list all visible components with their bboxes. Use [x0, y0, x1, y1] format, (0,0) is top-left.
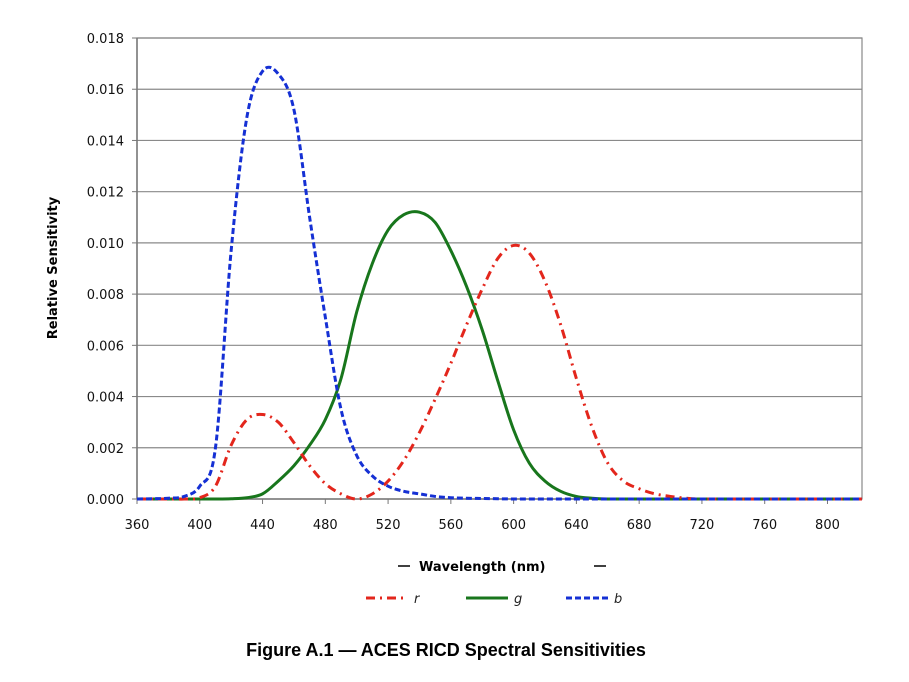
y-tick-label: 0.008	[87, 288, 124, 303]
figure-caption: Figure A.1 — ACES RICD Spectral Sensitiv…	[246, 640, 646, 660]
plot-area	[136, 37, 863, 500]
y-tick-label: 0.018	[87, 32, 124, 47]
x-tick-label: 360	[125, 518, 150, 533]
y-tick-label: 0.010	[87, 237, 124, 252]
y-tick-label: 0.014	[87, 134, 124, 149]
y-tick-label: 0.000	[87, 493, 124, 508]
y-tick-label: 0.016	[87, 83, 124, 98]
legend-label-g: g	[514, 592, 522, 607]
legend-label-r: r	[414, 592, 421, 607]
x-tick-label: 680	[627, 518, 652, 533]
y-tick-label: 0.002	[87, 442, 124, 457]
x-tick-label: 520	[376, 518, 401, 533]
series-line-r	[137, 243, 862, 501]
x-axis-title: Wavelength (nm)	[419, 560, 545, 575]
y-axis: 0.000 0.002 0.004 0.006 0.008 0.010 0.012 0.014…	[87, 32, 138, 508]
y-tick-label: 0.004	[87, 391, 124, 406]
x-tick-label: 640	[564, 518, 589, 533]
y-tick-label: 0.006	[87, 339, 124, 354]
gridlines	[136, 37, 863, 500]
x-tick-label: 720	[690, 518, 715, 533]
x-tick-label: 600	[501, 518, 526, 533]
x-axis: 360 400 440 480 520 560 600 640 680 720 760 800	[125, 498, 862, 533]
x-tick-label: 560	[438, 518, 463, 533]
series-lines	[136, 65, 862, 501]
legend-label-b: b	[614, 592, 622, 607]
x-tick-label: 760	[752, 518, 777, 533]
y-axis-title: Relative Sensitivity	[46, 196, 61, 339]
x-tick-label: 480	[313, 518, 338, 533]
y-tick-label: 0.012	[87, 186, 124, 201]
x-tick-label: 400	[187, 518, 212, 533]
series-line-b	[136, 65, 862, 501]
x-tick-label: 440	[250, 518, 275, 533]
x-tick-label: 800	[815, 518, 840, 533]
